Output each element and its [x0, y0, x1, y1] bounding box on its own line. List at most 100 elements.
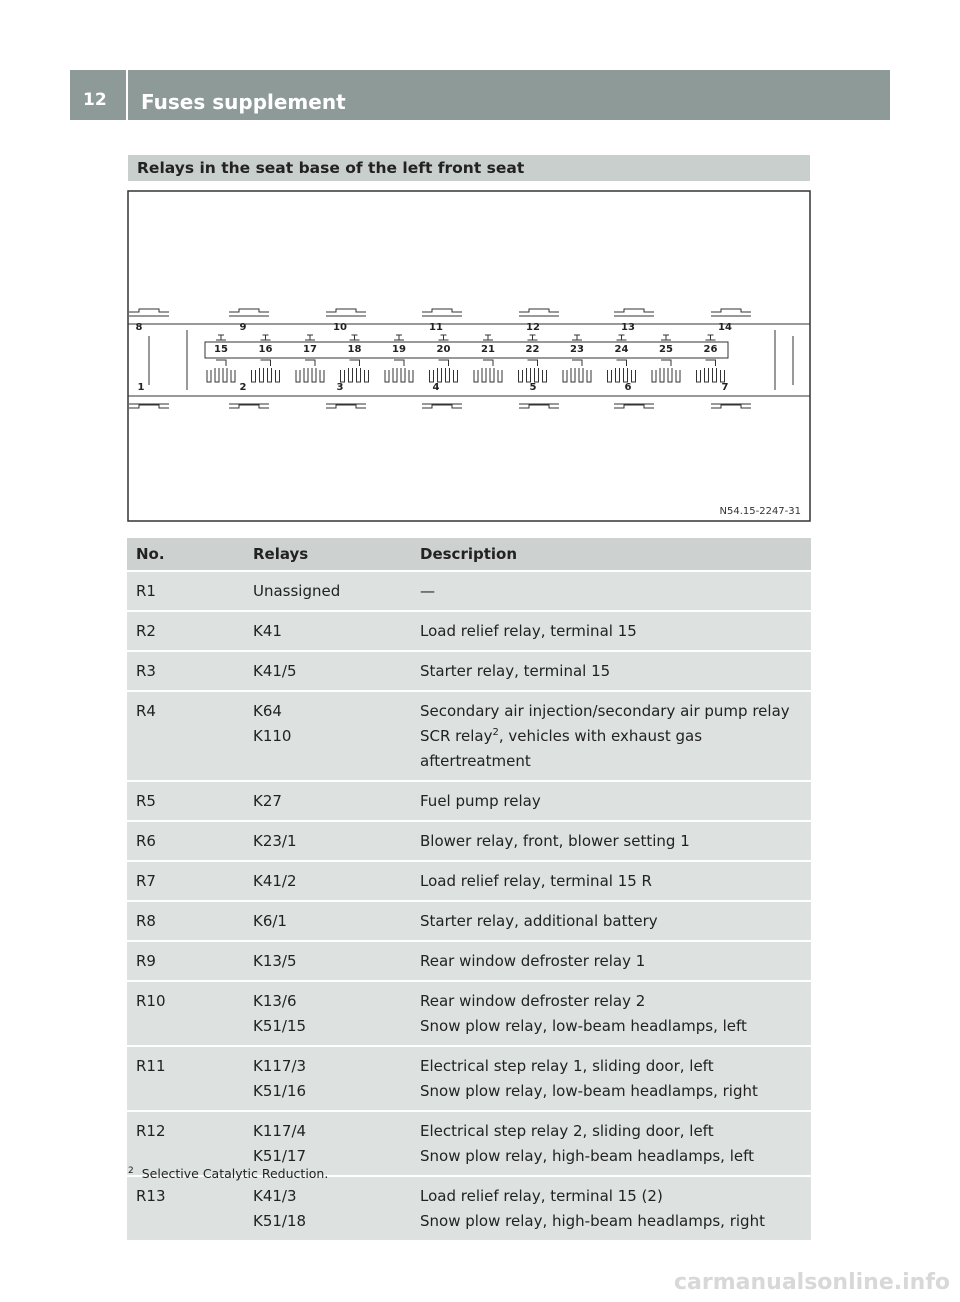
relay-code: K64	[253, 702, 282, 720]
diagram-label: 5	[530, 382, 537, 393]
diagram-label: 24	[615, 344, 629, 355]
relay-pin	[527, 334, 538, 341]
diagram-label: 15	[214, 344, 228, 355]
relay-pin	[705, 334, 716, 341]
relay-socket	[429, 359, 458, 383]
relay-socket	[473, 359, 503, 383]
diagram-drawing	[128, 308, 810, 409]
diagram-label: 25	[659, 344, 673, 355]
connector	[326, 308, 366, 317]
footnote-mark: 2	[128, 1165, 134, 1176]
fuse-strip	[204, 341, 729, 359]
description-cell: Secondary air injection/secondary air pu…	[411, 692, 811, 780]
relay-pin	[616, 334, 627, 341]
relay-table: No. Relays Description R1 Unassigned — R2 K4…	[127, 536, 811, 1242]
relay-pin	[572, 334, 582, 341]
description: Fuel pump relay	[420, 792, 541, 810]
section-bar: Relays in the seat base of the left fron…	[128, 155, 810, 181]
relay-cell: K41/2	[244, 862, 411, 900]
table-row: R13 K41/3 K51/18 Load relief relay, termina…	[127, 1177, 811, 1240]
connector	[129, 308, 169, 317]
connector	[519, 403, 559, 409]
page-number: 12	[83, 90, 107, 110]
diagram-label: 12	[526, 322, 540, 333]
table-row: R9 K13/5 Rear window defroster relay 1	[127, 942, 811, 980]
diagram-label: 1	[138, 382, 145, 393]
relay-code: K51/15	[253, 1017, 307, 1035]
diagram-label: 16	[259, 344, 273, 355]
footnote: 2 Selective Catalytic Reduction.	[128, 1166, 328, 1181]
description: Snow plow relay, low-beam headlamps, lef…	[420, 1017, 747, 1035]
diagram-label: 19	[392, 344, 406, 355]
relay-cell: K41	[244, 612, 411, 650]
diagram-label: 17	[303, 344, 317, 355]
description: —	[420, 582, 435, 600]
relay-code: Unassigned	[253, 582, 341, 600]
relay-cell: K13/5	[244, 942, 411, 980]
section-title: Relays in the seat base of the left fron…	[137, 159, 525, 177]
relay-code: K51/17	[253, 1147, 307, 1165]
relay-code: K117/3	[253, 1057, 307, 1075]
description-cell: Electrical step relay 1, sliding door, l…	[411, 1047, 811, 1110]
relay-number: R13	[127, 1177, 244, 1240]
description: Secondary air injection/secondary air pu…	[420, 702, 790, 720]
connector	[614, 308, 654, 317]
relay-socket	[251, 359, 280, 383]
separator	[126, 70, 128, 120]
header-bar: 12 Fuses supplement	[70, 70, 890, 120]
description-text: , vehicles with exhaust gas aftertreatme…	[420, 727, 703, 770]
relay-code: K6/1	[253, 912, 287, 930]
diagram-label: 2	[240, 382, 247, 393]
relay-socket	[518, 359, 547, 383]
diagram-label: 14	[718, 322, 732, 333]
description: Electrical step relay 1, sliding door, l…	[420, 1057, 714, 1075]
footnote-ref: 2	[492, 727, 499, 738]
relay-pin	[216, 334, 226, 341]
diagram-label: 18	[348, 344, 362, 355]
description-cell: Load relief relay, terminal 15 (2) Snow p…	[411, 1177, 811, 1240]
table-row: R12 K117/4 K51/17 Electrical step relay 2, …	[127, 1112, 811, 1175]
description-cell: Electrical step relay 2, sliding door, l…	[411, 1112, 811, 1175]
relay-number: R3	[127, 652, 244, 690]
relay-socket	[696, 359, 725, 383]
description-cell: Rear window defroster relay 1	[411, 942, 811, 980]
description-text: SCR relay	[420, 727, 493, 745]
connector	[229, 403, 269, 409]
watermark: carmanualsonline.info	[674, 1270, 950, 1295]
relay-number: R12	[127, 1112, 244, 1175]
relay-socket	[340, 359, 369, 383]
table-body: R1 Unassigned — R2 K41 Load relief relay, ter…	[127, 572, 811, 1240]
relay-code: K51/18	[253, 1212, 307, 1230]
relay-number: R11	[127, 1047, 244, 1110]
relay-code: K41/3	[253, 1187, 297, 1205]
connector	[711, 308, 751, 317]
diagram-frame	[127, 190, 811, 522]
description: Rear window defroster relay 1	[420, 952, 646, 970]
relay-cell: K13/6 K51/15	[244, 982, 411, 1045]
column-header: Description	[411, 538, 811, 570]
relay-cell: K117/4 K51/17	[244, 1112, 411, 1175]
relay-number: R8	[127, 902, 244, 940]
relay-number: R5	[127, 782, 244, 820]
table-row: R7 K41/2 Load relief relay, terminal 15 R	[127, 862, 811, 900]
table-row: R2 K41 Load relief relay, terminal 15	[127, 612, 811, 650]
connector	[711, 403, 751, 409]
connector	[326, 403, 366, 409]
relay-number: R9	[127, 942, 244, 980]
relay-cell: K117/3 K51/16	[244, 1047, 411, 1110]
relay-pin	[305, 334, 315, 341]
relay-socket	[206, 359, 236, 383]
diagram-label: 6	[625, 382, 632, 393]
relay-cell: K6/1	[244, 902, 411, 940]
table-row: R6 K23/1 Blower relay, front, blower setti…	[127, 822, 811, 860]
diagram-label: 7	[722, 382, 729, 393]
relay-number: R10	[127, 982, 244, 1045]
relay-number: R7	[127, 862, 244, 900]
relay-pin	[483, 334, 493, 341]
relay-socket	[607, 359, 636, 383]
diagram-label: 20	[437, 344, 451, 355]
connector	[422, 308, 462, 317]
connector	[614, 403, 654, 409]
